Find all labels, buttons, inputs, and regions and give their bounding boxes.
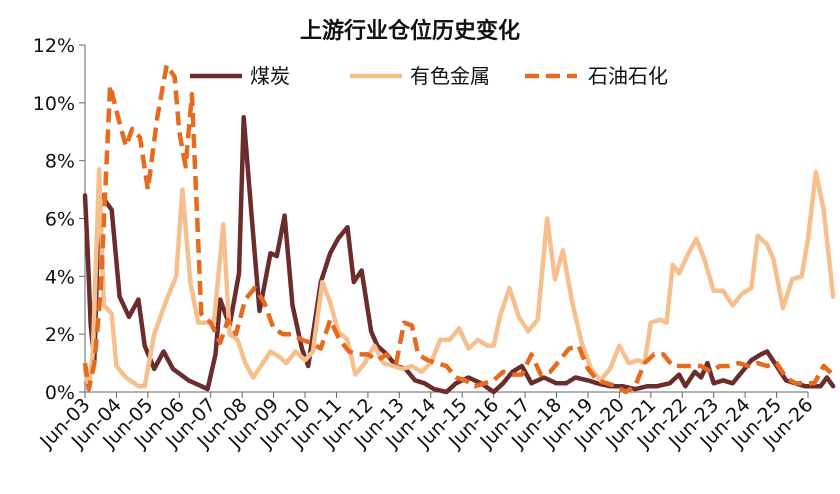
y-tick-label: 10% (33, 93, 75, 115)
y-tick-label: 4% (45, 266, 75, 288)
y-tick-label: 0% (45, 382, 75, 404)
y-tick-label: 6% (45, 209, 75, 231)
legend-label-1: 煤炭 (250, 64, 290, 88)
y-tick-label: 2% (45, 324, 75, 346)
x-axis: Jun-03Jun-04Jun-05Jun-06Jun-07Jun-08Jun-… (35, 391, 818, 453)
y-tick-label: 8% (45, 151, 75, 173)
series-line-2 (82, 167, 836, 392)
legend-label-3: 石油石化 (588, 64, 668, 88)
series-line-1 (82, 115, 836, 395)
y-axis: 0% 2% 4% 6% 8% 10% 12% (33, 35, 86, 404)
series-layer (82, 62, 836, 395)
series-line-3 (82, 62, 835, 395)
legend-label-2: 有色金属 (410, 64, 490, 88)
y-tick-label: 12% (33, 35, 75, 57)
chart-title: 上游行业仓位历史变化 (300, 18, 520, 44)
legend: 煤炭 有色金属 石油石化 (190, 64, 668, 88)
